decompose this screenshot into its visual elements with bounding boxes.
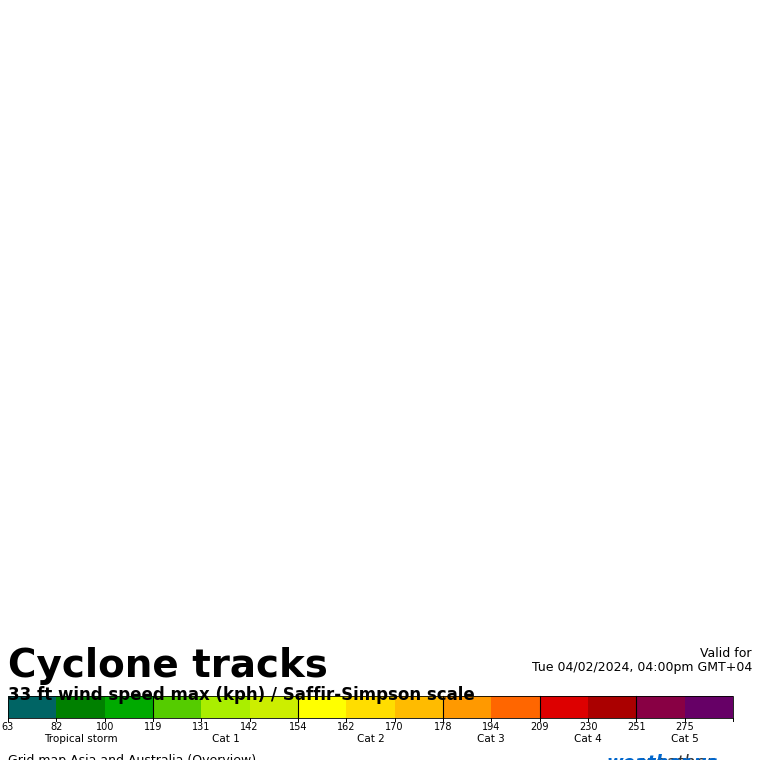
Text: 119: 119	[144, 722, 162, 732]
Bar	[250, 696, 298, 718]
Text: 209: 209	[530, 722, 549, 732]
Bar	[56, 696, 105, 718]
Text: 154: 154	[289, 722, 307, 732]
Bar	[105, 696, 153, 718]
Bar	[8, 696, 56, 718]
Bar	[8, 696, 733, 718]
Bar	[540, 696, 588, 718]
Text: 170: 170	[385, 722, 404, 732]
Text: weather.: weather.	[640, 754, 718, 760]
Text: 82: 82	[50, 722, 62, 732]
Text: Tropical storm: Tropical storm	[43, 734, 117, 744]
Text: 33 ft wind speed max (kph) / Saffir-Simpson scale: 33 ft wind speed max (kph) / Saffir-Simp…	[8, 686, 475, 705]
Text: 251: 251	[627, 722, 646, 732]
Text: Cat 2: Cat 2	[356, 734, 385, 744]
Text: Cat 3: Cat 3	[477, 734, 505, 744]
Text: 275: 275	[676, 722, 694, 732]
Bar	[636, 696, 685, 718]
Text: Valid for: Valid for	[701, 648, 752, 660]
Text: Grid map Asia and Australia (Overview): Grid map Asia and Australia (Overview)	[8, 754, 256, 760]
Text: Tue 04/02/2024, 04:00pm GMT+04: Tue 04/02/2024, 04:00pm GMT+04	[532, 661, 752, 674]
Bar	[153, 696, 201, 718]
Text: Cat 5: Cat 5	[671, 734, 698, 744]
Text: 142: 142	[240, 722, 259, 732]
Bar	[588, 696, 636, 718]
Bar	[685, 696, 733, 718]
Bar	[201, 696, 250, 718]
Text: Map not available
(cartopy required): Map not available (cartopy required)	[291, 316, 469, 356]
Text: 194: 194	[482, 722, 501, 732]
Text: 162: 162	[337, 722, 356, 732]
Bar	[394, 696, 443, 718]
Text: Cyclone tracks: Cyclone tracks	[8, 648, 328, 686]
Bar	[298, 696, 347, 718]
Text: Cat 4: Cat 4	[574, 734, 602, 744]
Bar	[491, 696, 540, 718]
Text: Cat 1: Cat 1	[211, 734, 239, 744]
Text: 100: 100	[96, 722, 114, 732]
Text: 63: 63	[2, 722, 14, 732]
Text: 178: 178	[434, 722, 452, 732]
Bar	[443, 696, 491, 718]
Text: weather.us: weather.us	[606, 754, 718, 760]
Text: 230: 230	[579, 722, 597, 732]
Text: 131: 131	[192, 722, 211, 732]
Bar	[347, 696, 394, 718]
Text: This service is based on data and products of the European Centre for Medium-ran: This service is based on data and produc…	[6, 10, 601, 21]
